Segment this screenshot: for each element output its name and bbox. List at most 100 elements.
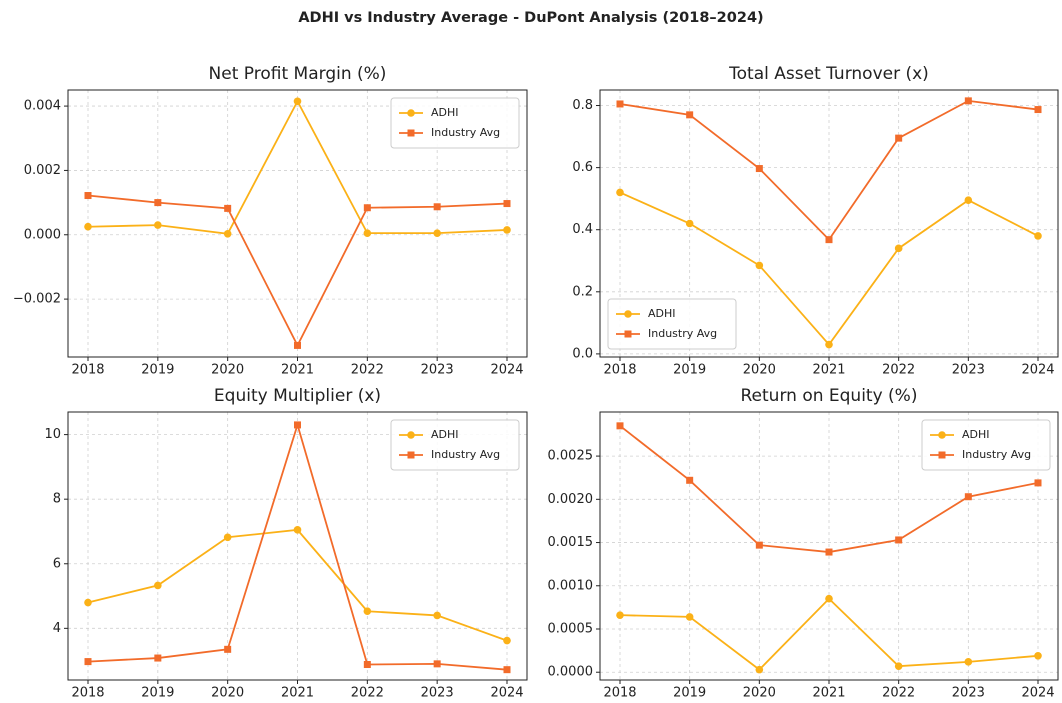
y-tick-label: 0.004 (24, 99, 61, 114)
x-tick-label: 2023 (421, 686, 454, 701)
y-tick-label: 0.2 (572, 284, 593, 299)
data-point (293, 526, 302, 534)
legend (390, 419, 520, 471)
data-point (825, 236, 833, 244)
subplot-title: Net Profit Margin (%) (209, 64, 387, 84)
y-tick-label: 0.0 (572, 346, 593, 361)
legend-marker (407, 129, 415, 137)
data-point (686, 476, 694, 484)
data-point (616, 100, 624, 108)
figure-title: ADHI vs Industry Average - DuPont Analys… (298, 10, 763, 26)
x-tick-label: 2019 (673, 363, 706, 378)
data-point (433, 611, 441, 620)
data-point (894, 662, 903, 670)
x-tick-label: 2018 (71, 686, 104, 701)
data-point (363, 229, 372, 237)
x-tick-label: 2024 (1021, 686, 1054, 701)
data-point (294, 341, 301, 349)
data-point (363, 661, 371, 669)
data-point (154, 199, 162, 207)
x-tick-label: 2023 (421, 363, 454, 378)
x-tick-label: 2018 (603, 363, 636, 378)
data-point (84, 222, 92, 231)
data-point (685, 219, 694, 228)
y-tick-label: 10 (44, 427, 61, 442)
data-point (154, 221, 162, 229)
data-point (964, 493, 972, 501)
x-tick-label: 2019 (141, 363, 174, 378)
legend-marker (624, 310, 632, 318)
x-tick-label: 2020 (211, 363, 244, 378)
data-point (825, 594, 833, 603)
legend-label: Industry Avg (431, 448, 500, 461)
x-tick-label: 2020 (743, 363, 776, 378)
x-tick-label: 2023 (952, 363, 985, 378)
y-tick-label: 0.0010 (548, 578, 594, 593)
x-tick-label: 2022 (351, 363, 384, 378)
legend-marker (407, 109, 415, 117)
legend-label: Industry Avg (648, 327, 717, 340)
data-point (755, 665, 764, 674)
y-tick-label: 6 (53, 556, 61, 571)
data-point (895, 536, 903, 544)
data-point (503, 200, 511, 208)
x-tick-label: 2021 (812, 363, 845, 378)
data-point (755, 165, 763, 173)
data-point (686, 111, 694, 119)
data-point (363, 204, 371, 212)
data-point (1034, 479, 1042, 487)
plot-frame (599, 411, 1059, 681)
x-tick-label: 2021 (281, 363, 314, 378)
x-tick-label: 2024 (1021, 363, 1054, 378)
legend (390, 97, 520, 149)
plot-frame (67, 411, 528, 681)
legend-label: ADHI (431, 106, 459, 119)
data-point (293, 97, 302, 106)
x-tick-label: 2023 (952, 686, 985, 701)
y-tick-label: −0.002 (13, 292, 61, 307)
data-point (616, 611, 624, 619)
x-tick-label: 2019 (141, 686, 174, 701)
data-point (964, 97, 972, 105)
data-point (1034, 232, 1042, 240)
data-point (825, 340, 833, 349)
y-tick-label: 0.6 (572, 160, 593, 175)
subplot-title: Total Asset Turnover (x) (728, 64, 929, 84)
data-point (616, 422, 624, 430)
data-point (825, 548, 833, 556)
data-point (84, 658, 92, 666)
legend-label: ADHI (648, 307, 676, 320)
y-tick-label: 0.000 (24, 227, 61, 242)
x-tick-label: 2021 (281, 686, 314, 701)
data-point (84, 598, 92, 607)
data-point (154, 654, 162, 662)
data-point (964, 196, 973, 205)
data-point (964, 658, 973, 666)
data-point (503, 666, 511, 674)
x-tick-label: 2024 (490, 686, 523, 701)
legend-marker (624, 330, 632, 338)
x-tick-label: 2022 (882, 686, 915, 701)
data-point (685, 613, 694, 621)
data-point (433, 660, 441, 668)
data-point (223, 229, 232, 238)
x-tick-label: 2022 (351, 686, 384, 701)
subplot-title: Equity Multiplier (x) (214, 386, 381, 406)
data-point (755, 261, 764, 270)
plot-frame (67, 89, 528, 358)
data-point (755, 541, 763, 549)
x-tick-label: 2018 (71, 363, 104, 378)
data-point (1034, 651, 1042, 660)
x-tick-label: 2024 (490, 363, 523, 378)
legend-label: Industry Avg (962, 448, 1031, 461)
subplot-title: Return on Equity (%) (741, 386, 918, 406)
x-tick-label: 2021 (812, 686, 845, 701)
x-tick-label: 2020 (743, 686, 776, 701)
plot-frame (599, 89, 1059, 358)
y-tick-label: 0.002 (24, 163, 61, 178)
data-point (433, 203, 441, 211)
legend-label: Industry Avg (431, 126, 500, 139)
x-tick-label: 2020 (211, 686, 244, 701)
x-tick-label: 2019 (673, 686, 706, 701)
